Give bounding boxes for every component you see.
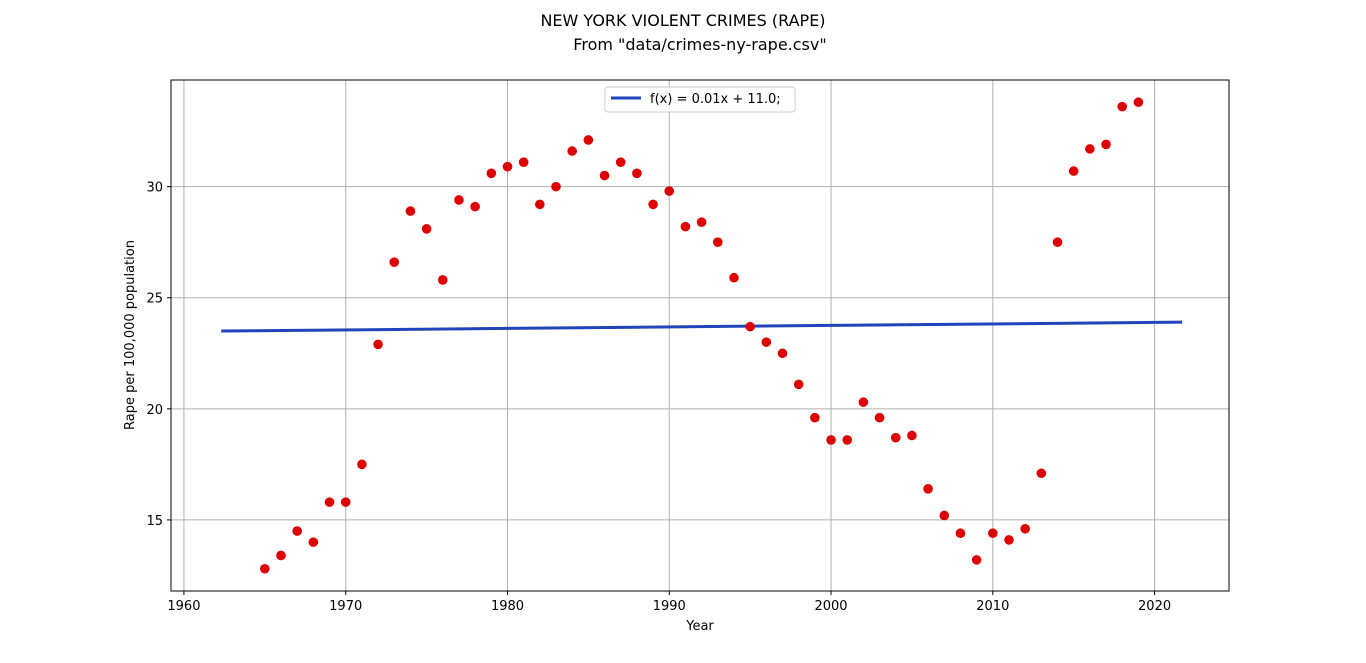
data-point: [1004, 535, 1014, 545]
data-point: [502, 161, 513, 172]
data-point: [793, 379, 804, 390]
data-point: [648, 199, 658, 210]
data-points: [260, 97, 1144, 574]
data-point: [292, 526, 302, 536]
data-point: [939, 510, 950, 521]
y-tick-label: 15: [146, 514, 163, 529]
y-axis-ticks: 15 20 25 30: [146, 181, 171, 529]
data-point: [729, 272, 739, 283]
data-point: [308, 537, 319, 547]
y-tick-label: 25: [146, 292, 163, 307]
y-tick-label: 30: [146, 181, 163, 196]
legend-entry-label: f(x) = 0.01x + 11.0;: [650, 92, 781, 107]
data-point: [389, 257, 400, 267]
data-point: [712, 237, 723, 247]
legend: f(x) = 0.01x + 11.0;: [604, 86, 796, 113]
data-point: [761, 337, 772, 347]
data-point: [1117, 101, 1128, 112]
data-point: [988, 528, 998, 539]
data-point: [470, 201, 480, 212]
data-point: [890, 432, 901, 443]
data-point: [1020, 523, 1030, 534]
y-tick-label: 20: [146, 403, 163, 418]
data-point: [874, 412, 885, 423]
x-axis-label: Year: [685, 619, 714, 634]
data-point: [437, 275, 448, 285]
plot-frame: [170, 79, 1230, 592]
data-point: [971, 555, 982, 565]
x-tick-label: 1960: [167, 599, 200, 614]
data-point: [1052, 237, 1063, 247]
data-point: [826, 435, 836, 445]
data-point: [907, 430, 917, 441]
x-axis-ticks: 1960 1970 1980 1990 2000 2010 2020: [167, 591, 1171, 614]
x-tick-label: 2010: [976, 599, 1009, 614]
data-point: [1101, 139, 1111, 150]
data-point: [1036, 468, 1047, 479]
data-point: [1133, 97, 1144, 108]
data-point: [373, 339, 383, 350]
data-point: [486, 168, 497, 179]
data-point: [340, 497, 351, 507]
data-point: [777, 348, 788, 359]
data-point: [696, 217, 707, 227]
y-axis-label: Rape per 100,000 population: [123, 240, 138, 430]
chart-title: NEW YORK VIOLENT CRIMES (RAPE): [540, 11, 826, 30]
x-tick-label: 1970: [329, 599, 362, 614]
fit-line-group: [221, 320, 1183, 333]
data-point: [955, 528, 966, 539]
data-point: [276, 550, 286, 561]
data-point: [1068, 166, 1079, 176]
data-point: [858, 397, 869, 407]
fit-line: [221, 320, 1183, 333]
data-point: [357, 459, 367, 470]
data-point: [551, 181, 561, 192]
data-point: [324, 497, 335, 507]
legend-box: [604, 86, 796, 113]
chart-subtitle: From "data/crimes-ny-rape.csv": [573, 35, 827, 54]
data-point: [583, 135, 594, 145]
data-point: [842, 435, 853, 445]
data-point: [1085, 144, 1095, 154]
data-point: [567, 146, 577, 156]
data-point: [599, 170, 610, 181]
data-point: [632, 168, 642, 179]
x-tick-label: 1990: [653, 599, 686, 614]
data-point: [923, 484, 933, 494]
x-tick-label: 1980: [491, 599, 524, 614]
data-point: [810, 412, 820, 423]
data-point: [421, 224, 432, 234]
data-point: [680, 221, 691, 232]
data-point: [664, 186, 675, 196]
data-point: [454, 195, 464, 205]
data-point: [518, 157, 529, 168]
data-point: [405, 206, 416, 216]
grid-lines: [171, 80, 1229, 591]
x-tick-label: 2000: [814, 599, 847, 614]
data-point: [260, 563, 270, 574]
data-point: [615, 157, 626, 168]
x-tick-label: 2020: [1138, 599, 1171, 614]
data-point: [535, 199, 545, 210]
data-point: [745, 321, 755, 332]
